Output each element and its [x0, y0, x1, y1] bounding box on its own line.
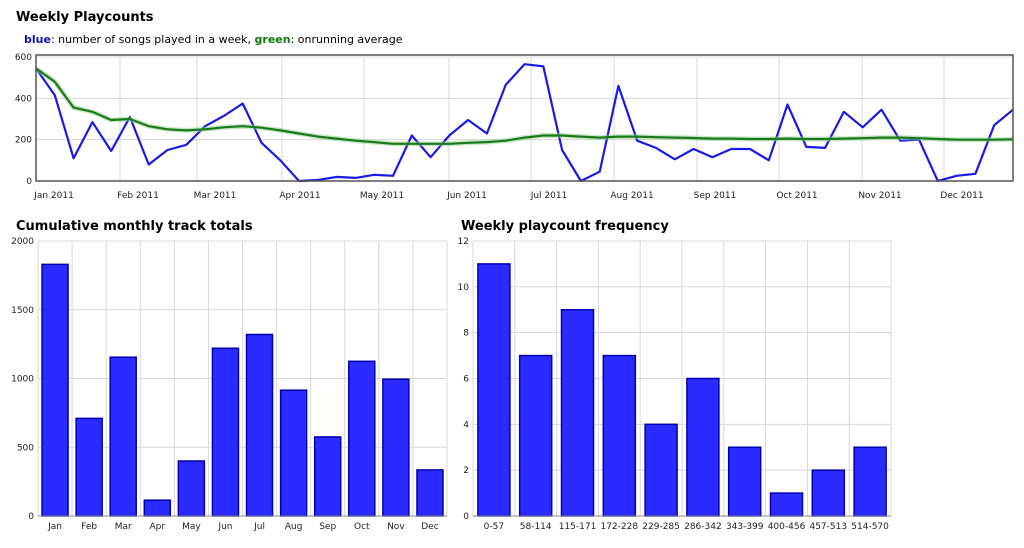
weekly-x-tick-label: Jun 2011	[446, 191, 487, 201]
monthly-x-tick-label: Dec	[421, 522, 438, 532]
frequency-y-tick-label: 12	[458, 237, 469, 247]
monthly-x-tick-label: Jul	[253, 522, 265, 532]
monthly-y-tick-label: 1500	[11, 306, 34, 316]
monthly-x-tick-label: Sep	[319, 522, 336, 532]
monthly-x-tick-label: May	[182, 522, 201, 532]
frequency-bar	[644, 423, 678, 517]
weekly-x-tick-label: Oct 2011	[776, 191, 817, 201]
monthly-y-tick-label: 0	[28, 512, 34, 522]
weekly-chart-title: Weekly Playcounts	[16, 10, 154, 25]
monthly-bar	[41, 263, 69, 517]
weekly-x-tick-label: Dec 2011	[940, 191, 983, 201]
frequency-y-tick-label: 6	[463, 375, 469, 385]
legend-blue-word: blue	[24, 33, 51, 46]
frequency-bar	[686, 377, 720, 517]
monthly-x-tick-label: Mar	[115, 522, 132, 532]
monthly-x-tick-label: Jan	[47, 522, 62, 532]
monthly-bar	[177, 460, 206, 517]
frequency-x-tick-label: 286-342	[684, 522, 722, 532]
frequency-y-tick-label: 10	[458, 283, 470, 293]
weekly-y-tick-label: 0	[26, 177, 32, 187]
monthly-bar	[211, 347, 240, 517]
weekly-x-tick-label: Aug 2011	[610, 191, 653, 201]
weekly-x-tick-label: Sep 2011	[694, 191, 737, 201]
monthly-x-tick-label: Apr	[150, 522, 166, 532]
weekly-chart-legend: blue: number of songs played in a week, …	[24, 33, 402, 46]
weekly-x-tick-label: Jul 2011	[530, 191, 568, 201]
monthly-bar	[75, 417, 103, 517]
frequency-x-tick-label: 172-228	[600, 522, 638, 532]
frequency-bar	[518, 354, 553, 517]
monthly-bar	[245, 333, 274, 517]
frequency-chart-title: Weekly playcount frequency	[461, 219, 669, 234]
frequency-bar	[560, 309, 595, 517]
frequency-x-tick-label: 0-57	[484, 522, 504, 532]
monthly-bar	[416, 469, 444, 517]
monthly-bar	[348, 360, 376, 517]
weekly-y-tick-label: 600	[15, 53, 32, 63]
frequency-x-tick-label: 58-114	[520, 522, 552, 532]
frequency-x-tick-label: 457-513	[809, 522, 847, 532]
weekly-x-tick-label: Mar 2011	[194, 191, 237, 201]
frequency-y-tick-label: 4	[463, 420, 469, 430]
monthly-y-tick-label: 500	[17, 443, 34, 453]
frequency-bar	[727, 446, 762, 517]
frequency-bar	[477, 263, 511, 517]
frequency-y-tick-label: 8	[463, 329, 469, 339]
weekly-x-tick-label: Feb 2011	[117, 191, 159, 201]
series-blue-line	[35, 63, 1014, 183]
weekly-x-tick-label: May 2011	[360, 191, 404, 201]
monthly-y-tick-label: 2000	[11, 237, 34, 247]
monthly-x-tick-label: Oct	[354, 522, 370, 532]
weekly-x-tick-label: Jan 2011	[33, 191, 74, 201]
frequency-x-tick-label: 400-456	[768, 522, 806, 532]
frequency-x-tick-label: 514-570	[851, 522, 889, 532]
frequency-x-tick-label: 115-171	[559, 522, 597, 532]
weekly-x-tick-label: Nov 2011	[858, 191, 901, 201]
monthly-x-tick-label: Feb	[81, 522, 97, 532]
monthly-chart-title: Cumulative monthly track totals	[16, 219, 253, 234]
weekly-y-tick-label: 200	[15, 136, 32, 146]
frequency-y-tick-label: 2	[463, 466, 469, 476]
legend-green-word: green	[254, 33, 291, 46]
legend-green-text: : onrunning average	[290, 33, 403, 46]
monthly-bar	[313, 436, 342, 517]
monthly-x-tick-label: Jun	[217, 522, 232, 532]
frequency-x-tick-label: 229-285	[642, 522, 680, 532]
frequency-bar	[811, 469, 846, 517]
monthly-bar	[382, 378, 410, 517]
monthly-x-tick-label: Aug	[285, 522, 303, 532]
weekly-x-tick-label: Apr 2011	[279, 191, 320, 201]
frequency-bar	[853, 446, 887, 517]
monthly-bar	[109, 356, 137, 517]
frequency-y-tick-label: 0	[463, 512, 469, 522]
weekly-y-tick-label: 400	[15, 94, 32, 104]
frequency-bar	[769, 492, 804, 517]
monthly-x-tick-label: Nov	[387, 522, 405, 532]
frequency-bar	[602, 354, 637, 517]
frequency-x-tick-label: 343-399	[726, 522, 764, 532]
monthly-y-tick-label: 1000	[11, 375, 34, 385]
series-green-line	[35, 67, 1014, 145]
monthly-bar	[279, 389, 308, 517]
legend-blue-text: : number of songs played in a week,	[50, 33, 255, 46]
weekly-plot-frame	[35, 54, 1014, 182]
